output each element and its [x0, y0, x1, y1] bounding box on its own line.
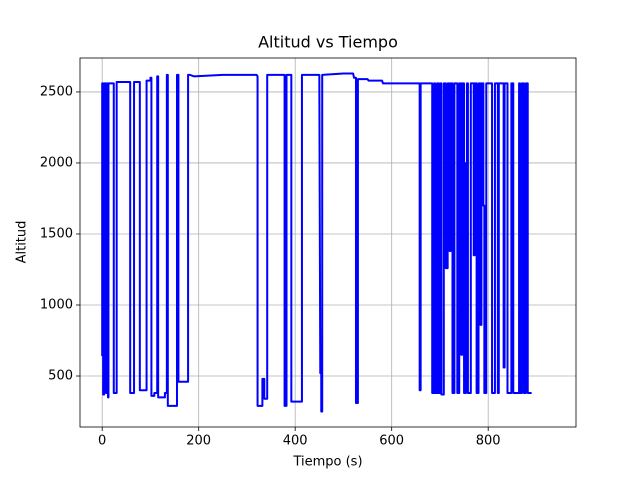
x-axis-label: Tiempo (s) [292, 455, 362, 470]
x-tick-label: 200 [186, 434, 211, 449]
x-tick-label: 600 [379, 434, 404, 449]
x-tick-label: 0 [98, 434, 106, 449]
chart-title: Altitud vs Tiempo [258, 33, 398, 52]
y-axis-label: Altitud [15, 221, 30, 264]
y-tick-label: 1000 [40, 297, 73, 312]
y-tick-label: 2000 [40, 155, 73, 170]
y-tick-label: 1500 [40, 226, 73, 241]
data-line [101, 72, 532, 413]
x-tick-label: 400 [283, 434, 308, 449]
y-tick-label: 2500 [40, 84, 73, 99]
plot-frame [79, 57, 577, 428]
x-tick-label: 800 [476, 434, 501, 449]
y-tick-label: 500 [48, 369, 73, 384]
